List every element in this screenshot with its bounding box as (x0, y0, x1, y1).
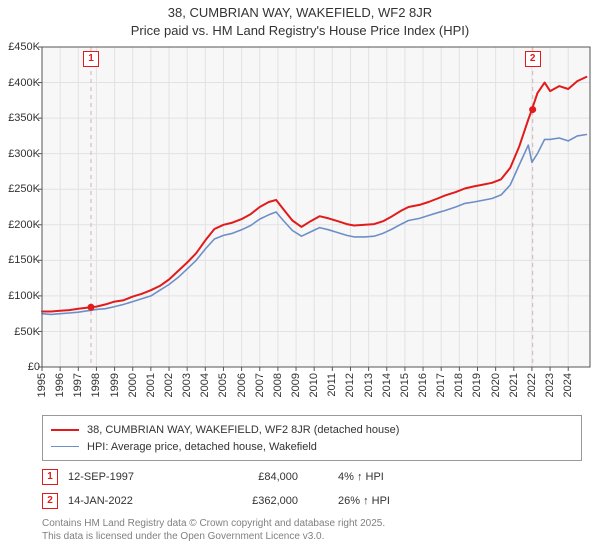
legend-row-price-paid: 38, CUMBRIAN WAY, WAKEFIELD, WF2 8JR (de… (51, 422, 573, 439)
x-tick-label: 2015 (399, 373, 411, 397)
chart-title: 38, CUMBRIAN WAY, WAKEFIELD, WF2 8JR Pri… (0, 0, 600, 39)
credit-text: Contains HM Land Registry data © Crown c… (42, 517, 582, 543)
x-tick-label: 2014 (381, 373, 393, 397)
legend-label-hpi: HPI: Average price, detached house, Wake… (87, 439, 317, 456)
transaction-row: 2 14-JAN-2022 £362,000 26% ↑ HPI (42, 489, 582, 513)
credit-line-1: Contains HM Land Registry data © Crown c… (42, 517, 582, 530)
transaction-date: 14-JAN-2022 (68, 495, 178, 507)
legend-row-hpi: HPI: Average price, detached house, Wake… (51, 439, 573, 456)
title-line-1: 38, CUMBRIAN WAY, WAKEFIELD, WF2 8JR (0, 4, 600, 22)
x-tick-label: 2003 (181, 373, 193, 397)
x-tick-label: 2021 (508, 373, 520, 397)
y-tick-label: £0 (0, 361, 40, 373)
x-tick-label: 2023 (544, 373, 556, 397)
x-tick-label: 2019 (471, 373, 483, 397)
x-tick-label: 2007 (254, 373, 266, 397)
y-tick-label: £200K (0, 219, 40, 231)
legend-swatch-hpi (51, 446, 79, 447)
transaction-marker-1: 1 (42, 469, 58, 485)
x-tick-label: 2011 (326, 373, 338, 397)
x-tick-label: 2018 (453, 373, 465, 397)
y-tick-label: £250K (0, 183, 40, 195)
transaction-date: 12-SEP-1997 (68, 471, 178, 483)
x-tick-label: 2012 (344, 373, 356, 397)
legend: 38, CUMBRIAN WAY, WAKEFIELD, WF2 8JR (de… (42, 415, 582, 461)
legend-label-price-paid: 38, CUMBRIAN WAY, WAKEFIELD, WF2 8JR (de… (87, 422, 399, 439)
x-tick-label: 2010 (308, 373, 320, 397)
x-tick-label: 1997 (72, 373, 84, 397)
y-tick-label: £100K (0, 290, 40, 302)
plot-transaction-marker: 2 (525, 51, 541, 67)
x-tick-label: 1999 (109, 373, 121, 397)
y-tick-label: £450K (0, 41, 40, 53)
x-tick-label: 2005 (217, 373, 229, 397)
x-tick-label: 2009 (290, 373, 302, 397)
x-tick-label: 2016 (417, 373, 429, 397)
transaction-pct: 4% ↑ HPI (338, 471, 458, 483)
title-line-2: Price paid vs. HM Land Registry's House … (0, 22, 600, 40)
x-tick-label: 2004 (199, 373, 211, 397)
transaction-price: £362,000 (188, 495, 328, 507)
x-tick-label: 2000 (127, 373, 139, 397)
transaction-row: 1 12-SEP-1997 £84,000 4% ↑ HPI (42, 465, 582, 489)
x-tick-label: 2024 (562, 373, 574, 397)
x-tick-label: 1998 (90, 373, 102, 397)
x-tick-label: 2022 (526, 373, 538, 397)
transactions-table: 1 12-SEP-1997 £84,000 4% ↑ HPI 2 14-JAN-… (42, 465, 582, 513)
x-tick-label: 2008 (272, 373, 284, 397)
x-tick-label: 2006 (236, 373, 248, 397)
credit-line-2: This data is licensed under the Open Gov… (42, 530, 582, 543)
transaction-pct: 26% ↑ HPI (338, 495, 458, 507)
x-tick-label: 2002 (163, 373, 175, 397)
transaction-marker-2: 2 (42, 493, 58, 509)
x-tick-label: 2020 (490, 373, 502, 397)
x-tick-label: 2013 (363, 373, 375, 397)
y-tick-label: £300K (0, 148, 40, 160)
legend-swatch-price-paid (51, 429, 79, 431)
chart-area: £0 £50K £100K £150K £200K £250K £300K £350K £400… (0, 39, 600, 409)
x-tick-label: 1995 (36, 373, 48, 397)
chart-svg (0, 39, 600, 409)
plot-transaction-marker: 1 (83, 51, 99, 67)
x-tick-label: 2017 (435, 373, 447, 397)
y-tick-label: £400K (0, 77, 40, 89)
x-tick-label: 2001 (145, 373, 157, 397)
x-tick-label: 1996 (54, 373, 66, 397)
y-tick-label: £50K (0, 326, 40, 338)
transaction-price: £84,000 (188, 471, 328, 483)
y-tick-label: £150K (0, 254, 40, 266)
y-tick-label: £350K (0, 112, 40, 124)
